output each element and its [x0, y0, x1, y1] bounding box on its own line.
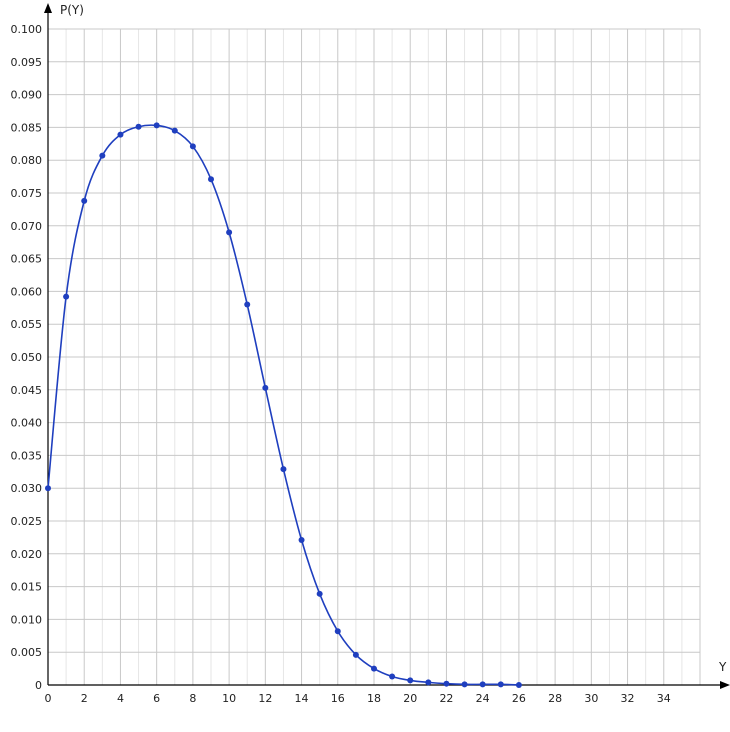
- x-tick-label: 2: [81, 692, 88, 705]
- data-point: [99, 152, 106, 159]
- x-tick-label: 10: [222, 692, 236, 705]
- data-point: [515, 682, 522, 688]
- data-point: [208, 176, 214, 183]
- x-tick-label: 32: [621, 692, 635, 705]
- data-point: [497, 681, 504, 688]
- y-tick-label: 0.085: [11, 121, 43, 134]
- data-point: [479, 681, 486, 688]
- y-tick-label: 0.045: [11, 384, 43, 397]
- x-tick-label: 22: [439, 692, 453, 705]
- y-axis-label: P(Y): [60, 3, 84, 17]
- y-tick-label: 0.060: [11, 285, 43, 298]
- x-axis-label: Y: [718, 660, 727, 674]
- y-tick-label: 0.080: [11, 154, 43, 167]
- y-tick-label: 0.040: [11, 417, 43, 430]
- data-point: [425, 679, 432, 686]
- data-point: [407, 677, 414, 684]
- x-tick-label: 6: [153, 692, 160, 705]
- data-point: [352, 651, 359, 658]
- axes: Y P(Y): [44, 3, 730, 689]
- y-tick-label: 0.050: [11, 351, 43, 364]
- y-tick-label: 0.065: [11, 253, 43, 266]
- data-point: [298, 537, 305, 544]
- y-tick-label: 0.010: [11, 613, 43, 626]
- data-point: [389, 673, 396, 680]
- series-line: [47, 124, 519, 686]
- x-tick-label: 16: [331, 692, 345, 705]
- data-point: [171, 127, 178, 134]
- grid: [48, 28, 701, 685]
- y-tick-label: 0.035: [11, 449, 43, 462]
- y-tick-label: 0.100: [11, 23, 43, 36]
- data-point: [81, 197, 88, 204]
- y-tick-label: 0.030: [11, 482, 43, 495]
- data-point: [461, 681, 468, 688]
- data-point: [226, 229, 233, 236]
- data-point: [262, 384, 269, 391]
- data-point: [153, 122, 160, 129]
- data-point: [189, 143, 196, 150]
- x-tick-label: 34: [657, 692, 671, 705]
- data-point: [117, 131, 124, 138]
- data-point: [45, 485, 51, 492]
- x-tick-label: 28: [548, 692, 562, 705]
- y-tick-label: 0.020: [11, 548, 43, 561]
- data-point: [63, 293, 70, 300]
- y-tick-label: 0.025: [11, 515, 43, 528]
- y-tick-label: 0.005: [11, 646, 43, 659]
- y-tick-label: 0.075: [11, 187, 43, 200]
- y-tick-label: 0.055: [11, 318, 43, 331]
- x-tick-label: 12: [258, 692, 272, 705]
- x-axis-arrow-icon: [720, 681, 730, 689]
- x-tick-label: 8: [189, 692, 196, 705]
- data-point: [135, 123, 142, 130]
- x-tick-label: 20: [403, 692, 417, 705]
- y-tick-label: 0: [35, 679, 42, 692]
- x-tick-label: 30: [584, 692, 598, 705]
- y-tick-label: 0.070: [11, 220, 43, 233]
- data-point: [280, 466, 287, 473]
- y-tick-label: 0.015: [11, 581, 43, 594]
- x-tick-label: 18: [367, 692, 381, 705]
- tick-labels: 0 2 4 6 8 10 12 14 16 18 20 22 24 26 28 30 32 3400.0050.0…: [11, 23, 671, 705]
- series: [45, 122, 522, 688]
- data-point: [244, 301, 251, 308]
- x-tick-label: 0: [45, 692, 52, 705]
- data-point: [371, 665, 377, 672]
- y-tick-label: 0.090: [11, 89, 43, 102]
- data-point: [443, 680, 450, 687]
- x-tick-label: 14: [295, 692, 309, 705]
- x-tick-label: 24: [476, 692, 490, 705]
- data-point: [316, 590, 323, 597]
- x-tick-label: 26: [512, 692, 526, 705]
- y-tick-label: 0.095: [11, 56, 43, 69]
- x-tick-label: 4: [117, 692, 124, 705]
- data-point: [334, 628, 341, 635]
- y-axis-arrow-icon: [44, 3, 52, 13]
